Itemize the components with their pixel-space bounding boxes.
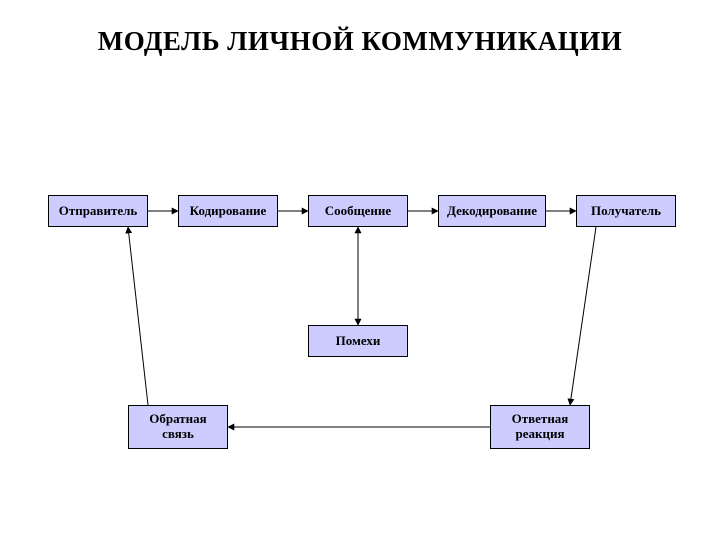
edge bbox=[570, 227, 596, 405]
node-feedback: Обратная связь bbox=[128, 405, 228, 449]
node-label: Обратная связь bbox=[133, 412, 223, 442]
node-label: Декодирование bbox=[447, 204, 537, 219]
diagram-canvas: МОДЕЛЬ ЛИЧНОЙ КОММУНИКАЦИИ Отправитель К… bbox=[0, 0, 720, 540]
node-message: Сообщение bbox=[308, 195, 408, 227]
node-decoding: Декодирование bbox=[438, 195, 546, 227]
edges-layer bbox=[0, 0, 720, 540]
diagram-title: МОДЕЛЬ ЛИЧНОЙ КОММУНИКАЦИИ bbox=[0, 26, 720, 57]
node-label: Получатель bbox=[591, 204, 661, 219]
node-label: Ответная реакция bbox=[495, 412, 585, 442]
node-label: Помехи bbox=[336, 334, 381, 349]
node-sender: Отправитель bbox=[48, 195, 148, 227]
node-encoding: Кодирование bbox=[178, 195, 278, 227]
node-response: Ответная реакция bbox=[490, 405, 590, 449]
edge bbox=[128, 227, 148, 405]
node-label: Отправитель bbox=[59, 204, 138, 219]
node-receiver: Получатель bbox=[576, 195, 676, 227]
node-noise: Помехи bbox=[308, 325, 408, 357]
node-label: Сообщение bbox=[325, 204, 391, 219]
node-label: Кодирование bbox=[190, 204, 267, 219]
